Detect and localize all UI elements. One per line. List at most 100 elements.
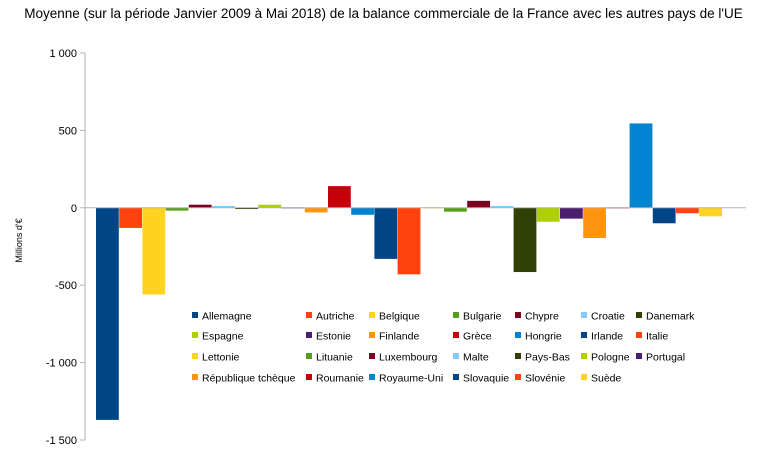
legend-entry: Italie bbox=[636, 331, 668, 343]
legend-swatch bbox=[192, 312, 198, 318]
legend-label: Chypre bbox=[525, 311, 559, 323]
legend-label: Luxembourg bbox=[379, 352, 438, 364]
legend-entry: Autriche bbox=[306, 311, 355, 323]
legend-entry: Malte bbox=[453, 352, 489, 364]
legend-swatch bbox=[453, 332, 459, 338]
y-tick-label: -1 500 bbox=[46, 435, 77, 447]
legend-swatch bbox=[306, 353, 312, 359]
legend-swatch bbox=[515, 332, 521, 338]
legend-swatch bbox=[453, 312, 459, 318]
legend-swatch bbox=[192, 374, 198, 380]
bar-portugal bbox=[560, 207, 583, 219]
legend-label: Grèce bbox=[463, 331, 492, 343]
bar-lituanie bbox=[444, 207, 467, 212]
legend-swatch bbox=[306, 332, 312, 338]
legend-entry: Finlande bbox=[369, 331, 419, 343]
bar-gr-ce bbox=[328, 186, 351, 208]
bar-chypre bbox=[188, 204, 212, 208]
bar-bulgarie bbox=[165, 207, 189, 211]
bar-belgique bbox=[142, 207, 166, 295]
legend-entry: Slovaquie bbox=[453, 373, 509, 385]
bar-danemark bbox=[235, 207, 258, 210]
legend-label: Malte bbox=[463, 352, 489, 364]
legend-label: Bulgarie bbox=[463, 311, 502, 323]
legend-label: Italie bbox=[646, 331, 668, 343]
bar-irlande bbox=[374, 207, 398, 259]
legend-label: Allemagne bbox=[202, 311, 252, 323]
legend-label: Pays-Bas bbox=[525, 352, 570, 364]
legend-swatch bbox=[581, 374, 587, 380]
bar-hongrie bbox=[351, 207, 374, 215]
legend-entry: Lituanie bbox=[306, 352, 353, 364]
legend-label: Suède bbox=[591, 373, 622, 385]
legend-swatch bbox=[369, 332, 375, 338]
legend-swatch bbox=[369, 353, 375, 359]
legend-label: Estonie bbox=[316, 331, 351, 343]
legend-label: Portugal bbox=[646, 352, 685, 364]
legend-label: République tchèque bbox=[202, 373, 296, 385]
bar-slov-nie bbox=[676, 207, 699, 214]
legend-entry: Portugal bbox=[636, 352, 685, 364]
chart-title: Moyenne (sur la période Janvier 2009 à M… bbox=[24, 6, 743, 21]
bar-autriche bbox=[119, 207, 142, 228]
legend-label: Slovénie bbox=[525, 373, 565, 385]
bar-luxembourg bbox=[467, 200, 490, 208]
legend-entry: Slovénie bbox=[515, 373, 565, 385]
legend-label: Slovaquie bbox=[463, 373, 509, 385]
legend-label: Irlande bbox=[591, 331, 623, 343]
bar-slovaquie bbox=[652, 207, 676, 224]
legend-swatch bbox=[636, 353, 642, 359]
bar-su-de bbox=[699, 207, 722, 217]
legend-swatch bbox=[453, 353, 459, 359]
legend-swatch bbox=[453, 374, 459, 380]
legend-swatch bbox=[636, 312, 642, 318]
legend-label: Hongrie bbox=[525, 331, 562, 343]
legend-swatch bbox=[515, 353, 521, 359]
legend-swatch bbox=[192, 332, 198, 338]
legend-entry: Estonie bbox=[306, 331, 351, 343]
legend-entry: Danemark bbox=[636, 311, 695, 323]
bar-pologne bbox=[536, 207, 560, 222]
bar-croatie bbox=[212, 205, 235, 208]
bar-finlande bbox=[304, 207, 328, 213]
legend-label: Danemark bbox=[646, 311, 695, 323]
legend-entry: Pays-Bas bbox=[515, 352, 570, 364]
y-axis-title: Millions d'€ bbox=[14, 218, 24, 262]
bar-royaume-uni bbox=[629, 123, 653, 208]
y-tick-label: -500 bbox=[55, 280, 77, 292]
legend-swatch bbox=[192, 353, 198, 359]
legend: Allemagne Autriche Belgique Bulgarie Chypre C… bbox=[192, 311, 695, 385]
bar-allemagne bbox=[96, 207, 119, 420]
bar-malte bbox=[490, 205, 514, 208]
bar-r-publique-tch-que bbox=[583, 207, 606, 238]
bar-espagne bbox=[258, 204, 282, 208]
legend-entry: Roumanie bbox=[306, 373, 364, 385]
legend-swatch bbox=[515, 374, 521, 380]
legend-entry: Hongrie bbox=[515, 331, 562, 343]
legend-entry: Irlande bbox=[581, 331, 623, 343]
bar-italie bbox=[397, 207, 421, 275]
legend-swatch bbox=[581, 332, 587, 338]
legend-entry: Luxembourg bbox=[369, 352, 438, 364]
legend-swatch bbox=[306, 312, 312, 318]
axis-layer: 1 000 500 0 -500 -1 000 -1 500 Millions d'€ bbox=[14, 48, 746, 447]
legend-entry: Chypre bbox=[515, 311, 559, 323]
legend-entry: Suède bbox=[581, 373, 622, 385]
legend-label: Roumanie bbox=[316, 373, 364, 385]
legend-entry: Espagne bbox=[192, 331, 244, 343]
legend-label: Croatie bbox=[591, 311, 625, 323]
legend-label: Lettonie bbox=[202, 352, 240, 364]
legend-entry: Bulgarie bbox=[453, 311, 502, 323]
y-tick-label: -1 000 bbox=[46, 358, 77, 370]
legend-swatch bbox=[369, 374, 375, 380]
legend-entry: Belgique bbox=[369, 311, 420, 323]
y-tick-label: 0 bbox=[71, 203, 77, 215]
legend-entry: Royaume-Uni bbox=[369, 373, 443, 385]
legend-label: Lituanie bbox=[316, 352, 353, 364]
y-tick-label: 500 bbox=[59, 125, 77, 137]
legend-swatch bbox=[636, 332, 642, 338]
legend-entry: Allemagne bbox=[192, 311, 252, 323]
bar-pays-bas bbox=[513, 207, 537, 273]
legend-swatch bbox=[515, 312, 521, 318]
